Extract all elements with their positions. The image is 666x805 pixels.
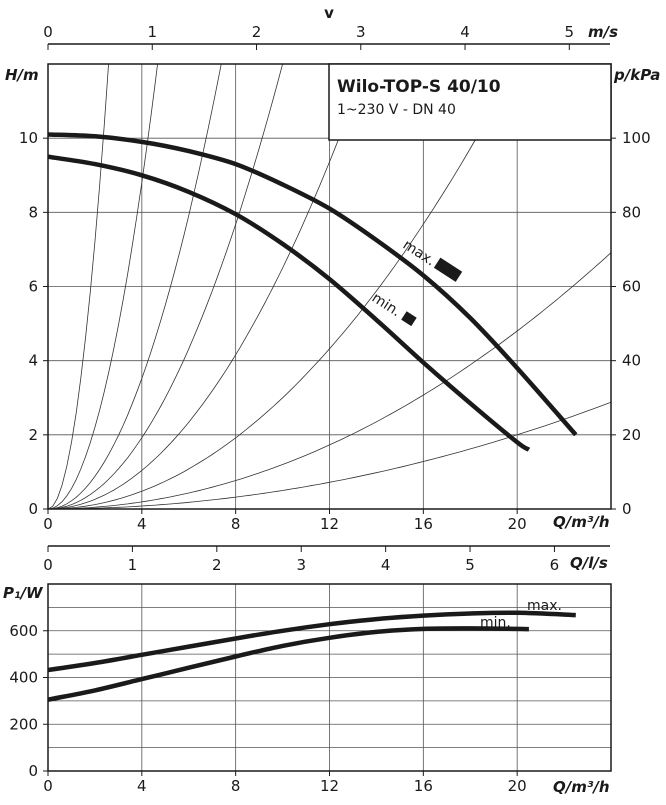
flow-ls-tick-label: 3 bbox=[296, 556, 306, 574]
flow-tick-label: 12 bbox=[320, 777, 339, 795]
system-curve bbox=[48, 64, 368, 509]
power-tick-label: 600 bbox=[9, 622, 38, 640]
system-curves bbox=[48, 64, 611, 509]
flow-tick-label: 8 bbox=[231, 515, 241, 533]
flow-ls-tick-label: 1 bbox=[128, 556, 138, 574]
head-curve-max bbox=[48, 132, 578, 437]
head-axis-label: H/m bbox=[5, 66, 39, 84]
flow-ls-tick-label: 4 bbox=[381, 556, 391, 574]
flow-axis-label-top-chart: Q/m³/h bbox=[553, 513, 610, 531]
power-min-label: min. bbox=[480, 615, 511, 631]
power-curves bbox=[48, 610, 576, 702]
system-curve bbox=[48, 64, 109, 509]
title-box-border bbox=[328, 63, 612, 141]
pressure-tick-label: 80 bbox=[622, 203, 641, 221]
head-axis-ticks: 0 2 4 6 8 10 bbox=[19, 129, 48, 518]
title-box: Wilo-TOP-S 40/10 1~230 V - DN 40 bbox=[328, 63, 612, 141]
flow-ls-tick-label: 2 bbox=[212, 556, 222, 574]
flow-tick-label: 16 bbox=[414, 777, 433, 795]
flow-ls-axis-ticks: 0 1 2 3 4 5 6 bbox=[43, 546, 559, 574]
velocity-axis-title: v bbox=[324, 4, 334, 22]
head-curve-min bbox=[48, 154, 531, 452]
system-curve bbox=[48, 64, 222, 509]
flow-axis-label-bottom-chart: Q/m³/h bbox=[553, 778, 610, 796]
power-curve-max bbox=[48, 610, 576, 673]
head-tick-label: 10 bbox=[19, 129, 38, 147]
system-curve bbox=[48, 64, 158, 509]
flow-tick-label: 4 bbox=[137, 777, 147, 795]
flow-tick-label: 12 bbox=[320, 515, 339, 533]
pressure-tick-label: 0 bbox=[622, 500, 632, 518]
max-curve-label: max. bbox=[400, 237, 438, 269]
pressure-tick-label: 40 bbox=[622, 352, 641, 370]
power-tick-label: 400 bbox=[9, 669, 38, 687]
flow-ls-tick-label: 0 bbox=[43, 556, 53, 574]
max-curve-marker bbox=[433, 257, 463, 282]
pressure-axis-label: p/kPa bbox=[613, 66, 660, 84]
min-curve-label-group: min. bbox=[369, 290, 417, 327]
flow-axis-ticks-top-chart: 0 4 8 12 16 20 bbox=[43, 509, 527, 533]
velocity-tick-label: 3 bbox=[356, 23, 366, 41]
flow-ls-axis-label: Q/l/s bbox=[570, 554, 608, 572]
head-curves bbox=[48, 132, 578, 452]
power-tick-label: 200 bbox=[9, 715, 38, 733]
velocity-tick-label: 4 bbox=[460, 23, 470, 41]
power-max-label: max. bbox=[527, 598, 562, 614]
velocity-tick-label: 2 bbox=[252, 23, 262, 41]
flow-tick-label: 16 bbox=[414, 515, 433, 533]
flow-ls-tick-label: 5 bbox=[465, 556, 475, 574]
system-curve bbox=[48, 64, 284, 509]
head-tick-label: 0 bbox=[28, 500, 38, 518]
power-curve-min bbox=[48, 626, 529, 702]
head-tick-label: 6 bbox=[28, 278, 38, 296]
pressure-tick-label: 60 bbox=[622, 278, 641, 296]
flow-tick-label: 20 bbox=[508, 515, 527, 533]
velocity-axis-ticks: 0 1 2 3 4 5 bbox=[43, 23, 574, 50]
head-tick-label: 2 bbox=[28, 426, 38, 444]
chart-title: Wilo-TOP-S 40/10 bbox=[337, 77, 501, 97]
velocity-tick-label: 5 bbox=[565, 23, 575, 41]
pressure-tick-label: 20 bbox=[622, 426, 641, 444]
flow-tick-label: 4 bbox=[137, 515, 147, 533]
flow-tick-label: 20 bbox=[508, 777, 527, 795]
power-axis-ticks: 0 200 400 600 bbox=[9, 622, 48, 780]
flow-tick-label: 8 bbox=[231, 777, 241, 795]
power-axis-label: P₁/W bbox=[3, 584, 44, 602]
flow-ls-tick-label: 6 bbox=[550, 556, 560, 574]
velocity-tick-label: 0 bbox=[43, 23, 53, 41]
min-curve-marker bbox=[401, 311, 417, 327]
velocity-axis-unit: m/s bbox=[588, 23, 618, 41]
head-tick-label: 4 bbox=[28, 352, 38, 370]
system-curve bbox=[48, 252, 611, 509]
pressure-tick-label: 100 bbox=[622, 129, 651, 147]
system-curve bbox=[48, 401, 611, 509]
velocity-tick-label: 1 bbox=[147, 23, 157, 41]
flow-tick-label: 0 bbox=[43, 777, 53, 795]
system-curve bbox=[48, 64, 518, 509]
max-curve-label-group: max. bbox=[400, 237, 463, 282]
flow-tick-label: 0 bbox=[43, 515, 53, 533]
pressure-axis-ticks: 0 20 40 60 80 100 bbox=[611, 129, 651, 518]
chart-subtitle: 1~230 V - DN 40 bbox=[337, 102, 456, 118]
flow-axis-ticks-bottom-chart: 0 4 8 12 16 20 bbox=[43, 771, 527, 795]
power-tick-label: 0 bbox=[28, 762, 38, 780]
head-tick-label: 8 bbox=[28, 203, 38, 221]
